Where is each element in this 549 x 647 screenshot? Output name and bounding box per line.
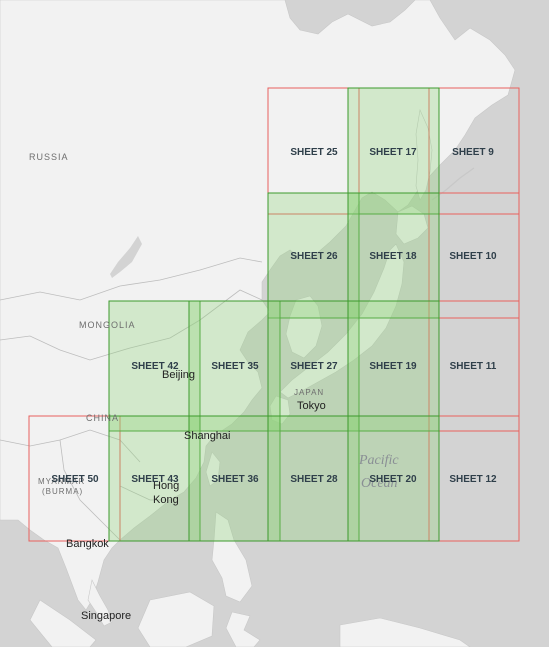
sheet-28-tile[interactable] xyxy=(267,415,360,542)
borneo xyxy=(137,591,215,647)
sheet-label: SHEET 25 xyxy=(290,147,338,158)
lake-baikal xyxy=(110,236,142,278)
sheet-label: SHEET 42 xyxy=(131,361,179,372)
sheet-label: SHEET 10 xyxy=(449,251,497,262)
malay-peninsula xyxy=(87,579,113,627)
sheet-43-tile[interactable] xyxy=(108,415,201,542)
sheet-19-tile[interactable] xyxy=(347,300,440,432)
sheet-27-tile[interactable] xyxy=(267,300,360,432)
sheet-50-tile[interactable] xyxy=(28,415,121,542)
label-china: CHINA xyxy=(86,413,119,423)
sheet-11-tile[interactable] xyxy=(428,300,520,432)
sheet-label: SHEET 12 xyxy=(449,474,497,485)
sheet-label: SHEET 28 xyxy=(290,474,338,485)
city-bangkok: Bangkok xyxy=(66,538,109,550)
sheet-35-tile[interactable] xyxy=(188,300,281,432)
sheet-18-tile[interactable] xyxy=(347,192,440,319)
honshu xyxy=(279,243,405,399)
sheet-label: SHEET 18 xyxy=(369,251,417,262)
asia-mainland xyxy=(0,0,516,611)
sheet-10-tile[interactable] xyxy=(428,192,520,319)
sheet-labels: SHEET 25 SHEET 17 SHEET 9 SHEET 26 SHEET… xyxy=(51,147,497,485)
sumatra xyxy=(29,599,97,647)
sheet-9-tile[interactable] xyxy=(428,87,520,215)
label-myanmar: MYANMAR xyxy=(38,477,85,486)
city-hong-kong-line1: Hong xyxy=(153,480,179,492)
sheet-label: SHEET 11 xyxy=(450,361,497,372)
city-shanghai: Shanghai xyxy=(184,430,231,442)
sheet-label: SHEET 36 xyxy=(211,474,259,485)
taiwan xyxy=(205,451,221,487)
label-mongolia: MONGOLIA xyxy=(79,320,136,330)
country-borders xyxy=(0,257,263,541)
sheet-label: SHEET 20 xyxy=(369,474,417,485)
sheet-label: SHEET 27 xyxy=(290,361,338,372)
sheet-label: SHEET 17 xyxy=(369,147,417,158)
hokkaido xyxy=(395,205,429,245)
sheet-label: SHEET 19 xyxy=(369,361,417,372)
sheet-label: SHEET 26 xyxy=(290,251,338,262)
sheet-label: SHEET 50 xyxy=(51,474,99,485)
sheet-26-tile[interactable] xyxy=(267,192,360,319)
label-russia: RUSSIA xyxy=(29,152,69,162)
sheet-20-tile[interactable] xyxy=(347,415,440,542)
sheet-42-tile[interactable] xyxy=(108,300,201,432)
sheet-label: SHEET 9 xyxy=(452,147,494,158)
new-guinea xyxy=(339,617,471,647)
city-singapore: Singapore xyxy=(81,610,131,622)
sheet-12-tile[interactable] xyxy=(428,415,520,542)
sheet-grid xyxy=(28,87,520,542)
label-burma: (BURMA) xyxy=(42,487,83,496)
sheet-25-tile[interactable] xyxy=(267,87,360,215)
label-ocean: Ocean xyxy=(361,476,398,491)
label-japan: JAPAN xyxy=(294,388,324,397)
sheet-36-tile[interactable] xyxy=(188,415,281,542)
label-pacific: Pacific xyxy=(358,453,399,468)
city-tokyo: Tokyo xyxy=(297,400,326,412)
sheet-label: SHEET 43 xyxy=(131,474,179,485)
sakhalin xyxy=(415,108,433,201)
sheet-label: SHEET 35 xyxy=(211,361,259,372)
philippines xyxy=(211,511,253,603)
city-beijing: Beijing xyxy=(162,369,195,381)
sulawesi xyxy=(225,611,261,647)
city-hong-kong-line2: Kong xyxy=(153,494,179,506)
